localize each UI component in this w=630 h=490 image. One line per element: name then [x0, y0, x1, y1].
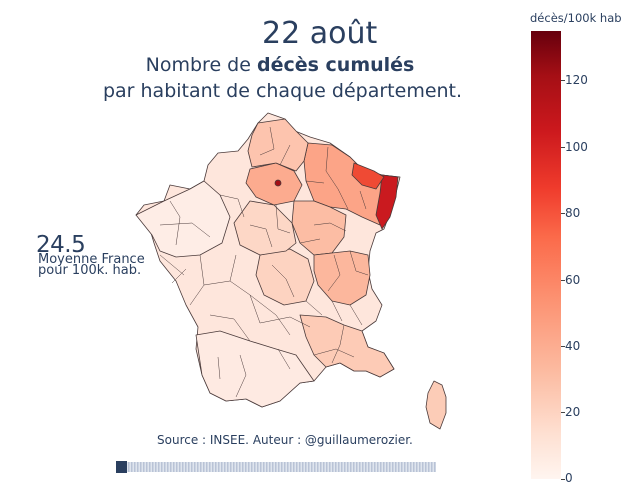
colorbar-tickmark: [561, 80, 565, 81]
region-hauts-de-france: [247, 118, 309, 172]
region-bourgogne: [291, 200, 347, 256]
subtitle-line-2: par habitant de chaque département.: [102, 80, 463, 102]
colorbar-title: décès/100k hab: [530, 11, 622, 25]
region-rhone: [313, 250, 371, 306]
region-alsace: [375, 174, 399, 230]
colorbar: [531, 31, 561, 479]
region-southwest: [195, 330, 315, 408]
colorbar-tick: 60: [565, 273, 581, 287]
corsica: [425, 380, 447, 430]
france-departments-map[interactable]: [100, 105, 460, 435]
animation-slider-handle[interactable]: [116, 461, 127, 473]
region-centre: [233, 200, 297, 256]
colorbar-tickmark: [561, 346, 565, 347]
colorbar-tick: 120: [565, 73, 588, 87]
colorbar-tickmark: [561, 280, 565, 281]
date-title: 22 août: [262, 16, 378, 51]
department-paris: [274, 179, 282, 187]
colorbar-tick: 40: [565, 339, 581, 353]
average-label-line-1: Moyenne France: [38, 252, 145, 267]
colorbar-tickmark: [561, 412, 565, 413]
colorbar-tickmark: [561, 213, 565, 214]
source-note: Source : INSEE. Auteur : @guillaumerozie…: [157, 433, 413, 447]
colorbar-tick: 20: [565, 405, 581, 419]
subtitle-bold: décès cumulés: [256, 54, 415, 76]
average-label-line-2: pour 100k. hab.: [38, 263, 142, 278]
colorbar-tick: 100: [565, 140, 588, 154]
colorbar-tick: 80: [565, 206, 581, 220]
average-value: 24.5: [36, 232, 86, 258]
region-south: [299, 314, 395, 378]
region-west: [135, 180, 231, 258]
region-moselle: [351, 162, 385, 190]
colorbar-tickmark: [561, 479, 565, 480]
subtitle-prefix: Nombre de: [145, 54, 257, 76]
subtitle-line-1: Nombre de décès cumulés: [0, 54, 560, 76]
colorbar-tick: 0: [565, 471, 573, 485]
animation-slider-track[interactable]: [116, 462, 436, 472]
colorbar-tickmark: [561, 147, 565, 148]
